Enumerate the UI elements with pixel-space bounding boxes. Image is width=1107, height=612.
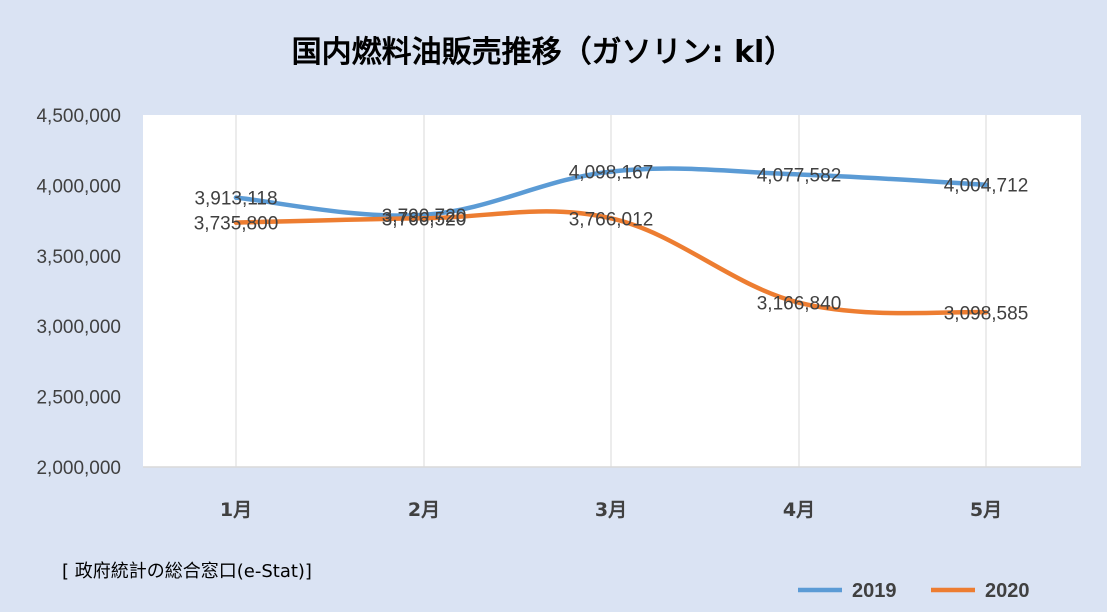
y-tick-label: 3,000,000 — [36, 317, 121, 338]
data-point-2019 — [233, 195, 239, 200]
data-label-2019: 4,098,167 — [569, 163, 654, 184]
data-label-2020: 3,098,585 — [944, 303, 1029, 324]
x-tick-label: 5月 — [970, 499, 1002, 521]
x-tick-label: 2月 — [408, 499, 440, 521]
x-tick-label: 4月 — [783, 499, 815, 521]
y-tick-label: 4,500,000 — [36, 106, 121, 127]
y-tick-label: 2,000,000 — [36, 458, 121, 479]
legend: 2019 2020 — [798, 580, 1030, 602]
x-tick-label: 3月 — [595, 499, 627, 521]
series-layer — [233, 166, 989, 316]
data-point-2020 — [983, 310, 989, 315]
data-point-2020 — [608, 216, 614, 221]
legend-label-2020: 2020 — [985, 580, 1030, 602]
x-tick-label: 1月 — [220, 499, 252, 521]
data-label-2020: 3,766,012 — [569, 209, 654, 230]
data-labels: 3,913,118 3,790,720 4,098,167 4,077,582 4,00… — [194, 163, 1029, 325]
data-point-2019 — [608, 169, 614, 174]
source-note: [ 政府統計の総合窓口(e-Stat)] — [62, 561, 312, 582]
data-point-2019 — [796, 172, 802, 177]
data-point-2020 — [421, 216, 427, 221]
y-tick-label: 4,000,000 — [36, 176, 121, 197]
y-tick-label: 3,500,000 — [36, 247, 121, 268]
x-axis-ticks: 1月 2月 3月 4月 5月 — [220, 499, 1002, 521]
y-axis-ticks: 2,000,000 2,500,000 3,000,000 3,500,000 4,00… — [36, 106, 121, 479]
data-point-2020 — [796, 300, 802, 305]
chart-title: 国内燃料油販売推移（ガソリン: kl） — [292, 35, 795, 70]
data-label-2019: 4,004,712 — [944, 176, 1029, 197]
data-point-2019 — [983, 182, 989, 187]
data-label-2019: 4,077,582 — [757, 165, 842, 186]
data-label-2020: 3,166,840 — [757, 294, 842, 315]
data-point-2020 — [233, 220, 239, 225]
y-tick-label: 2,500,000 — [36, 388, 121, 409]
data-point-2019 — [421, 212, 427, 218]
data-label-2020: 3,766,520 — [382, 209, 467, 230]
data-label-2019: 3,913,118 — [194, 189, 277, 210]
data-label-2020: 3,735,800 — [194, 214, 279, 235]
data-label-2019: 3,790,720 — [382, 206, 467, 227]
legend-label-2019: 2019 — [852, 580, 897, 602]
